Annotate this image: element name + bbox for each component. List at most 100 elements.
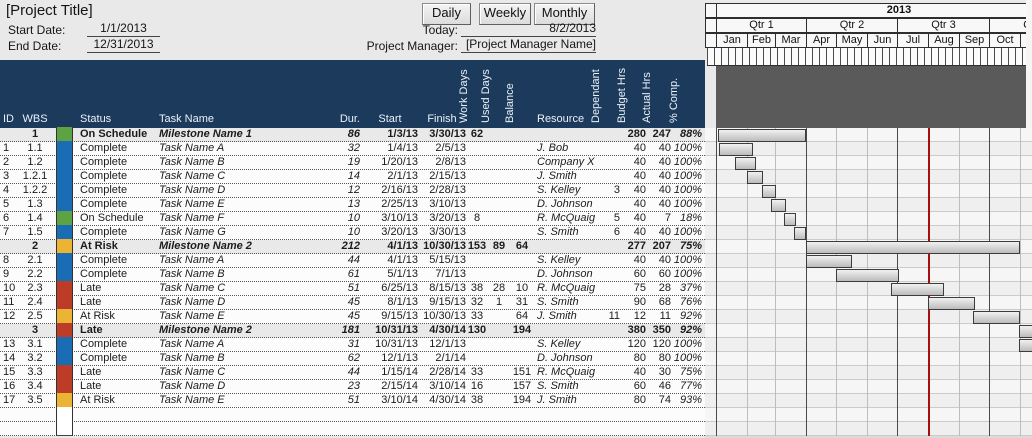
cell-wd: 16 bbox=[470, 380, 484, 392]
cell-dep: 3 bbox=[613, 184, 620, 196]
gantt-month-cell: Feb bbox=[747, 33, 775, 48]
project-manager-field[interactable]: [Project Manager Name] bbox=[461, 37, 596, 53]
empty-row[interactable] bbox=[0, 421, 705, 436]
table-row[interactable]: 5 1.3 Complete Task Name E 13 2/25/13 3/10/13 D… bbox=[0, 197, 705, 212]
cell-bal bbox=[511, 170, 533, 183]
cell-finish: 3/10/13 bbox=[429, 198, 466, 210]
cell-start: 10/31/13 bbox=[375, 338, 418, 350]
cell-dep bbox=[598, 142, 620, 155]
table-row[interactable]: 13 3.1 Complete Task Name A 31 10/31/13 12/1/1… bbox=[0, 337, 705, 352]
cell-bal bbox=[511, 254, 533, 267]
table-row[interactable]: 16 3.4 Late Task Name D 23 2/15/14 3/10/14 16 15… bbox=[0, 379, 705, 394]
cell-status: Late bbox=[80, 296, 102, 308]
gantt-row-band bbox=[705, 394, 1032, 408]
cell-wd: 32 bbox=[470, 296, 484, 308]
gantt-milestone-bar bbox=[1019, 325, 1032, 338]
gantt-gridline bbox=[867, 128, 868, 436]
monthly-button[interactable]: Monthly bbox=[534, 3, 595, 25]
cell-name: Task Name G bbox=[159, 226, 226, 238]
end-date-field[interactable]: 12/31/2013 bbox=[87, 37, 160, 53]
gantt-row-band bbox=[705, 212, 1032, 226]
cell-id bbox=[3, 128, 17, 141]
cell-res: S. Kelley bbox=[537, 184, 581, 196]
gantt-gridline bbox=[775, 128, 776, 436]
cell-status: Complete bbox=[80, 184, 128, 196]
status-color-chip bbox=[56, 379, 73, 394]
cell-act: 80 bbox=[658, 352, 671, 364]
cell-dep: 6 bbox=[613, 226, 620, 238]
empty-row[interactable] bbox=[0, 407, 705, 422]
cell-act: 68 bbox=[658, 296, 671, 308]
table-row[interactable]: 7 1.5 Complete Task Name G 10 3/20/13 3/30/13 S… bbox=[0, 225, 705, 240]
table-row[interactable]: 8 2.1 Complete Task Name A 44 4/1/13 5/15/13 S.… bbox=[0, 253, 705, 268]
cell-name: Task Name A bbox=[159, 338, 225, 350]
cell-id: 10 bbox=[3, 282, 16, 294]
cell-bal: 31 bbox=[515, 296, 529, 308]
cell-finish: 3/30/13 bbox=[429, 226, 466, 238]
cell-bud: 40 bbox=[633, 142, 646, 154]
cell-finish: 2/28/13 bbox=[429, 184, 466, 196]
cell-dur: 12 bbox=[347, 184, 360, 196]
start-date-field[interactable]: 1/1/2013 bbox=[87, 21, 160, 37]
cell-wbs: 3 bbox=[31, 324, 39, 336]
daily-button[interactable]: Daily bbox=[422, 3, 471, 25]
table-row[interactable]: 10 2.3 Late Task Name C 51 6/25/13 8/15/13 38 28… bbox=[0, 281, 705, 296]
cell-ud bbox=[489, 310, 509, 323]
cell-pct: 100% bbox=[673, 268, 702, 280]
cell-bud: 60 bbox=[633, 268, 646, 280]
cell-wd bbox=[467, 198, 487, 211]
cell-dep bbox=[598, 198, 620, 211]
milestone-row[interactable]: 1 On Schedule Milestone Name 1 86 1/3/13 3/30… bbox=[0, 127, 705, 142]
gantt-row-band bbox=[705, 296, 1032, 310]
table-row[interactable]: 15 3.3 Late Task Name C 44 1/15/14 2/28/14 33 15… bbox=[0, 365, 705, 380]
gantt-row-band bbox=[705, 338, 1032, 352]
cell-ud: 28 bbox=[492, 282, 506, 294]
today-field[interactable]: 8/2/2013 bbox=[461, 21, 596, 37]
cell-pct: 88% bbox=[679, 128, 702, 140]
cell-status: Complete bbox=[80, 142, 128, 154]
cell-dur: 212 bbox=[341, 240, 360, 252]
table-row[interactable]: 12 2.5 At Risk Task Name E 45 9/15/13 10/30/13… bbox=[0, 309, 705, 324]
cell-name: Task Name D bbox=[159, 296, 226, 308]
col-header-dependant: Dependant bbox=[590, 69, 602, 123]
table-row[interactable]: 14 3.2 Complete Task Name B 62 12/1/13 2/1/14 D… bbox=[0, 351, 705, 366]
today-line bbox=[928, 128, 930, 436]
cell-name: Task Name C bbox=[159, 170, 226, 182]
table-row[interactable]: 3 1.2.1 Complete Task Name C 14 2/1/13 2/15/13… bbox=[0, 169, 705, 184]
table-row[interactable]: 1 1.1 Complete Task Name A 32 1/4/13 2/5/13 J. … bbox=[0, 141, 705, 156]
cell-act: 46 bbox=[658, 380, 671, 392]
gantt-quarter-cell: Qtr 1 bbox=[716, 18, 806, 33]
col-header-balance: Balance bbox=[504, 83, 516, 123]
table-row[interactable]: 2 1.2 Complete Task Name B 19 1/20/13 2/8/13 Co… bbox=[0, 155, 705, 170]
table-row[interactable]: 11 2.4 Late Task Name D 45 8/1/13 9/15/13 32 1 31… bbox=[0, 295, 705, 310]
table-row[interactable]: 6 1.4 On Schedule Task Name F 10 3/10/13 3/20/… bbox=[0, 211, 705, 226]
cell-bud: 40 bbox=[633, 184, 646, 196]
cell-dur: 62 bbox=[347, 352, 360, 364]
table-row[interactable]: 9 2.2 Complete Task Name B 61 5/1/13 7/1/13 D. … bbox=[0, 267, 705, 282]
table-row[interactable]: 4 1.2.2 Complete Task Name D 12 2/16/13 2/28/1… bbox=[0, 183, 705, 198]
cell-bal bbox=[511, 142, 533, 155]
cell-res bbox=[537, 128, 599, 141]
milestone-row[interactable]: 3 Late Milestone Name 2 181 10/31/13 4/30/14 1… bbox=[0, 323, 705, 338]
gantt-task-bar bbox=[806, 255, 852, 268]
gantt-month-cell: Apr bbox=[806, 33, 836, 48]
cell-dep bbox=[598, 324, 620, 337]
gantt-header-stub bbox=[705, 3, 716, 18]
cell-id: 15 bbox=[3, 366, 16, 378]
cell-dep bbox=[598, 156, 620, 169]
gantt-row-band bbox=[705, 366, 1032, 380]
weekly-button[interactable]: Weekly bbox=[479, 3, 531, 25]
status-color-chip bbox=[56, 407, 73, 422]
cell-wbs: 1.5 bbox=[27, 226, 43, 238]
milestone-row[interactable]: 2 At Risk Milestone Name 2 212 4/1/13 10/30/1… bbox=[0, 239, 705, 254]
gantt-month-cell: Oct bbox=[989, 33, 1020, 48]
cell-wbs: 3.4 bbox=[27, 380, 43, 392]
cell-dep bbox=[598, 422, 620, 435]
gantt-month-cell: Mar bbox=[775, 33, 806, 48]
table-row[interactable]: 17 3.5 At Risk Task Name E 51 3/10/14 4/30/14 3… bbox=[0, 393, 705, 408]
cell-wbs: 2.5 bbox=[27, 310, 43, 322]
cell-id: 2 bbox=[3, 156, 10, 168]
cell-start: 2/15/14 bbox=[381, 380, 418, 392]
cell-bud: 40 bbox=[633, 170, 646, 182]
gantt-row-band bbox=[705, 170, 1032, 184]
